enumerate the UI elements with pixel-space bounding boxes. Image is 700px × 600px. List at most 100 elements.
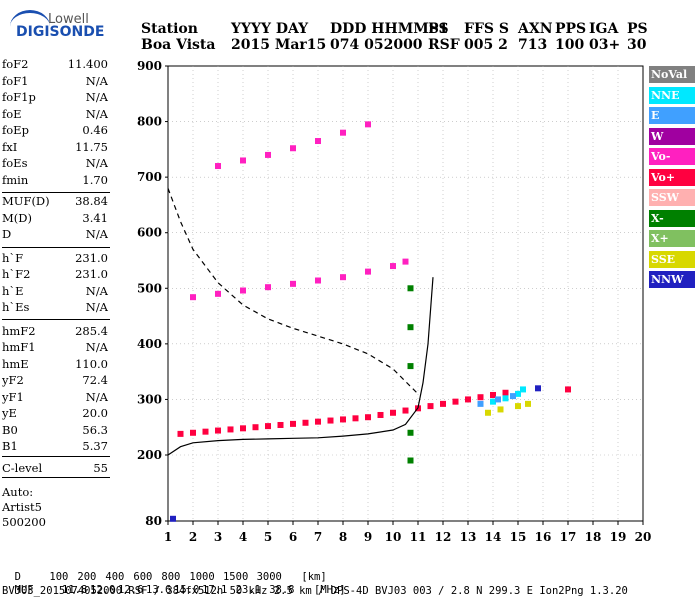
x-tick-label: 15 (510, 530, 527, 544)
param-value: 231.0 (75, 267, 108, 281)
echo-point-e (477, 400, 484, 407)
echo-point-vo- (252, 424, 259, 431)
param-value: 0.46 (82, 123, 108, 137)
muf-value: 38.8 (269, 584, 295, 596)
param-value: 11.75 (75, 139, 108, 154)
param-value: 285.4 (75, 323, 108, 338)
x-tick-label: 20 (635, 530, 652, 544)
param-label: B1 (2, 439, 18, 453)
autoscaling-info: Auto: Artist5 500200 (2, 485, 46, 530)
header-ffs-s-label: FFS S (464, 21, 509, 37)
muf-value: 13.6 (146, 584, 172, 596)
auto-label: Auto: (2, 485, 34, 499)
y-tick-label: 400 (137, 337, 162, 351)
echo-point-vo- (290, 280, 296, 287)
legend-item: Vo- (649, 148, 695, 165)
echo-point-vo- (190, 294, 196, 301)
distance-value: 200 (77, 571, 97, 583)
y-tick-label: 200 (137, 448, 162, 462)
legend-item: NNW (649, 271, 695, 288)
echo-point-vo- (365, 268, 371, 275)
legend-item: E (649, 107, 695, 124)
param-row: h`F 231.0 (2, 250, 108, 267)
param-group-critical-frequencies: foF2 11.400 foF1 N/A foF1p N/A foE N/A foEp 0.46 f… (2, 56, 108, 188)
muf-row: MUF 11.8 12.0 12.6 13.6 15.0 17.1 23.1 38.8 [MHz] (2, 572, 346, 596)
echo-point-vo- (215, 290, 221, 297)
digisonde-logo: Lowell DIGISONDE (4, 4, 124, 44)
header-date-value: 2015 Mar15 (231, 37, 327, 53)
param-value: 1.70 (82, 172, 108, 187)
param-row: hmE 110.0 (2, 356, 108, 373)
param-value: N/A (85, 156, 108, 170)
param-row: B1 5.37 (2, 438, 108, 455)
param-label: hmF1 (2, 340, 36, 354)
file-info: BVJ03_2015074052000.RSF / 384fx512h 50 k… (2, 585, 628, 597)
param-value: 11.400 (67, 57, 108, 71)
param-group-muf: MUF(D) 38.84 M(D) 3.41 D N/A (2, 193, 108, 243)
y-tick-label: 300 (137, 392, 162, 406)
distance-value: 100 (49, 571, 69, 583)
param-value: N/A (85, 389, 108, 404)
param-label: hmF2 (2, 323, 36, 338)
echo-point-nne (490, 398, 496, 405)
param-row: M(D) 3.41 (2, 210, 108, 227)
muf-value: 15.0 (174, 584, 200, 596)
echo-point-vo- (365, 121, 371, 128)
param-divider (2, 192, 110, 193)
header-pps-label: PPS (555, 21, 587, 37)
echo-point-sse (525, 400, 531, 407)
polarization-legend: NoVal NNE E W Vo- Vo+ SSW X- X+ SSE NNW (649, 66, 695, 292)
echo-point-x- (407, 285, 414, 292)
param-value: 5.37 (82, 439, 108, 453)
echo-point-vo- (240, 425, 246, 432)
param-row: D N/A (2, 226, 108, 243)
echo-point-sse (485, 409, 491, 416)
header-axn-label: AXN (518, 21, 553, 37)
echo-traces (170, 121, 571, 522)
echo-point-vo- (452, 398, 459, 405)
auto-version: 500200 (2, 515, 46, 529)
distance-value: 600 (133, 571, 153, 583)
param-label: yF2 (2, 373, 24, 387)
echo-point-vo- (215, 163, 221, 170)
legend-item: Vo+ (649, 168, 695, 186)
legend-item: X+ (649, 230, 695, 247)
param-value: N/A (85, 90, 108, 104)
x-tick-label: 14 (485, 530, 502, 544)
echo-point-vo- (477, 394, 484, 401)
param-row: yF2 72.4 (2, 372, 108, 389)
echo-point-vo- (315, 138, 321, 145)
param-label: foEs (2, 156, 28, 170)
param-label: M(D) (2, 210, 32, 225)
echo-point-vo- (390, 409, 396, 416)
echo-point-vo- (290, 145, 296, 152)
echo-point-nnw (535, 385, 541, 392)
x-axis-ticks: 1 2 3 4 5 6 7 8 9 10 11 12 13 14 15 16 17 18 19 20 (164, 521, 652, 544)
echo-point-sse (515, 403, 521, 410)
param-label: MUF(D) (2, 194, 50, 208)
param-label: hmE (2, 356, 29, 371)
legend-item: SSW (649, 189, 695, 206)
echo-point-vo- (465, 396, 471, 403)
distance-value: 3000 (256, 571, 282, 583)
param-value: 3.41 (82, 210, 108, 225)
header-iga-value: 03+ (589, 37, 621, 53)
echo-point-vo- (402, 258, 409, 265)
x-tick-label: 3 (214, 530, 222, 544)
header-ps-value: 30 (627, 37, 647, 53)
param-row: yE 20.0 (2, 405, 108, 422)
x-tick-label: 16 (535, 530, 552, 544)
x-tick-label: 9 (364, 530, 372, 544)
header-station-label: Station (141, 21, 198, 37)
y-tick-label: 900 (137, 59, 162, 73)
echo-point-nne (520, 386, 526, 393)
echo-point-sse (497, 406, 504, 413)
param-row: h`F2 231.0 (2, 266, 108, 283)
header-ddd-hhmmss-label: DDD HHMMSS (330, 21, 449, 37)
echo-point-x- (407, 324, 414, 331)
x-tick-label: 18 (585, 530, 602, 544)
echo-point-vo- (265, 284, 271, 291)
distance-label: D (14, 571, 21, 583)
echo-point-vo- (240, 157, 246, 164)
